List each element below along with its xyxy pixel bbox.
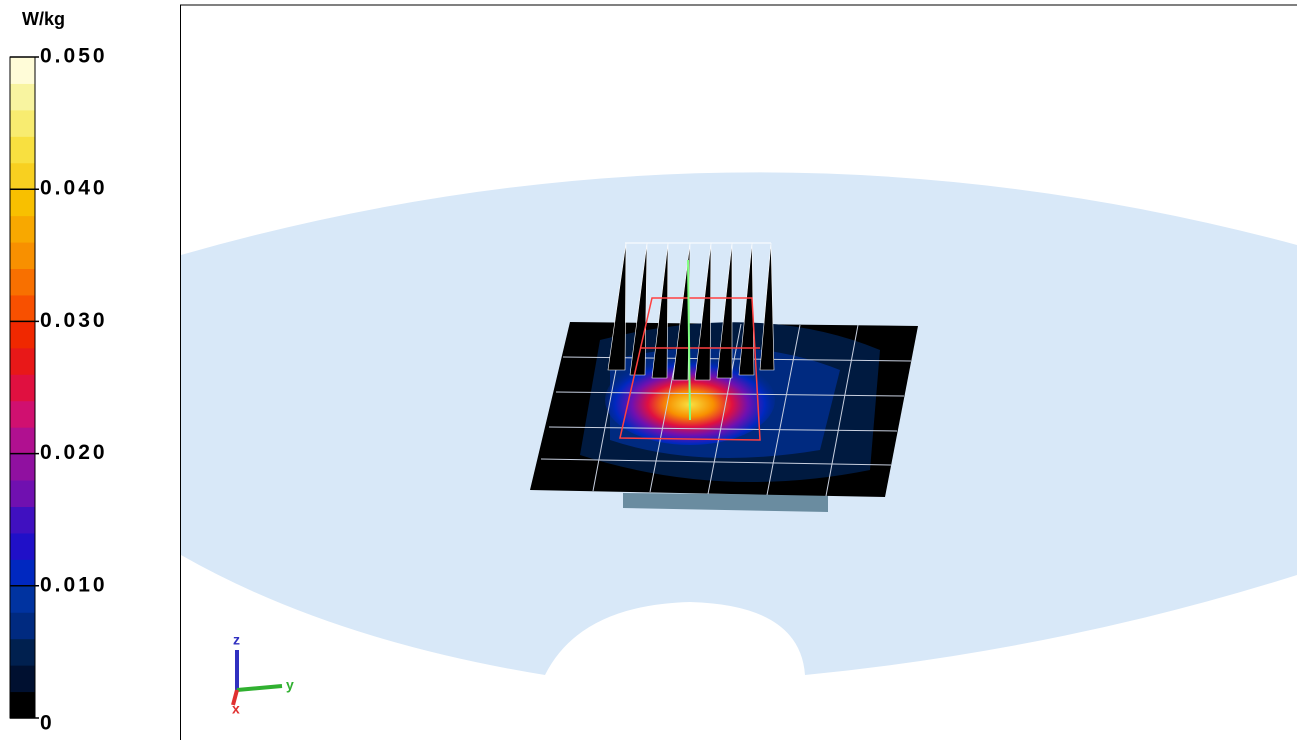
zoom-spikes: [607, 242, 775, 381]
tick-label: 0.050: [40, 45, 108, 68]
color-band: [10, 585, 35, 613]
tick-label: 0: [40, 712, 55, 735]
color-band: [10, 374, 35, 402]
color-band: [10, 83, 35, 111]
tick-label: 0.040: [40, 177, 108, 200]
color-band: [10, 480, 35, 507]
color-band: [10, 57, 35, 84]
probe: [687, 259, 691, 421]
color-band: [10, 453, 35, 481]
color-band: [10, 215, 35, 243]
axis-triad: z y x: [231, 632, 294, 717]
color-band: [10, 506, 35, 534]
color-band: [10, 189, 35, 217]
color-band: [10, 400, 35, 428]
color-band: [10, 268, 35, 296]
tick-label: 0.030: [40, 309, 108, 332]
color-band: [10, 136, 35, 164]
color-band: [10, 559, 35, 587]
color-band: [10, 691, 35, 719]
tick-label: 0.020: [40, 441, 108, 464]
zoom-box: [619, 297, 761, 441]
tick-label: 0.010: [40, 573, 108, 596]
color-band: [10, 109, 35, 137]
color-band: [10, 665, 35, 693]
x-label: x: [232, 701, 240, 717]
z-label: z: [233, 632, 240, 648]
color-band: [10, 242, 35, 270]
color-band: [10, 638, 35, 666]
color-band: [10, 321, 35, 349]
color-band: [10, 612, 35, 640]
device-base: [623, 493, 828, 512]
color-band: [10, 294, 35, 322]
color-band: [10, 162, 35, 190]
color-band: [10, 347, 35, 375]
color-band: [10, 532, 35, 560]
scan-grid: [540, 321, 912, 497]
legend-unit: W/kg: [22, 9, 65, 29]
y-label: y: [286, 677, 294, 693]
color-band: [10, 427, 35, 455]
x-axis: [231, 689, 239, 706]
y-axis: [236, 684, 283, 692]
